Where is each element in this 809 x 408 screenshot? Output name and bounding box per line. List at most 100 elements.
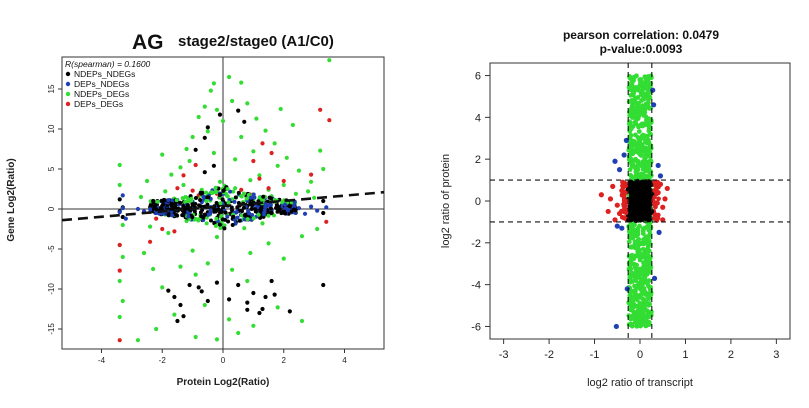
left-data-point <box>327 118 332 123</box>
right-cluster-point <box>627 87 633 92</box>
left-data-point <box>242 226 247 231</box>
left-data-point <box>151 266 156 272</box>
left-cluster-point <box>208 218 213 223</box>
right-data-point <box>628 307 634 313</box>
left-cluster-point <box>171 203 176 208</box>
left-data-point <box>266 241 271 246</box>
left-cluster-point <box>246 192 251 197</box>
right-cluster-point <box>653 204 658 210</box>
right-data-point <box>644 192 650 198</box>
right-data-point <box>614 202 620 208</box>
left-cluster-point <box>252 195 257 200</box>
left-data-point <box>154 216 159 221</box>
left-data-point <box>144 178 150 184</box>
left-cluster-point <box>154 207 159 212</box>
left-data-point <box>117 242 122 248</box>
right-y-tick-label: 4 <box>475 112 481 124</box>
left-cluster-point <box>185 203 190 208</box>
right-data-point <box>637 250 643 256</box>
right-data-point <box>653 213 659 219</box>
left-cluster-point <box>210 190 215 195</box>
right-x-tick-label: -1 <box>590 349 600 361</box>
left-cluster-point <box>226 219 231 224</box>
left-cluster-point <box>202 212 207 217</box>
right-data-point <box>655 190 661 196</box>
left-y-tick-label: -15 <box>47 323 56 335</box>
right-cluster-point <box>630 272 636 278</box>
right-cluster-point <box>623 183 628 189</box>
right-x-tick-label: 2 <box>728 349 734 361</box>
right-data-point <box>644 279 650 286</box>
right-cluster-point <box>634 73 639 79</box>
right-cluster-point <box>636 100 641 106</box>
left-data-point <box>211 163 216 168</box>
left-data-point <box>120 254 125 260</box>
right-cluster-point <box>636 129 642 134</box>
left-data-point <box>233 186 238 191</box>
left-data-point <box>211 81 216 86</box>
left-data-point <box>135 206 141 212</box>
left-cluster-point <box>186 214 191 219</box>
right-data-point <box>635 319 641 325</box>
right-data-point <box>635 231 641 238</box>
right-cluster-point <box>621 193 627 199</box>
left-cluster-point <box>251 192 256 197</box>
left-x-tick-label: -4 <box>98 356 106 365</box>
right-chart-subtitle: p-value:0.0093 <box>600 42 683 56</box>
left-data-point <box>169 172 174 177</box>
right-cluster-point <box>623 203 628 208</box>
left-data-point <box>239 187 244 192</box>
left-data-point <box>160 152 165 157</box>
left-cluster-point <box>220 197 225 202</box>
right-cluster-point <box>627 167 633 173</box>
left-data-point <box>236 282 241 288</box>
left-y-tick-label: 15 <box>47 84 56 93</box>
left-data-point <box>120 206 125 211</box>
left-cluster-point <box>153 204 158 209</box>
left-data-point <box>315 226 320 232</box>
right-cluster-point <box>620 183 625 189</box>
left-data-point <box>178 302 183 308</box>
left-data-point <box>257 173 262 178</box>
left-cluster-point <box>193 195 198 200</box>
right-data-point <box>628 217 634 223</box>
left-cluster-point <box>213 185 218 190</box>
left-spearman-annotation: R(spearman) = 0.1600 <box>65 59 151 69</box>
left-cluster-point <box>234 209 239 214</box>
right-data-point <box>662 196 668 202</box>
left-legend-marker <box>65 71 71 77</box>
left-data-point <box>321 210 326 216</box>
left-cluster-point <box>283 202 288 207</box>
left-cluster-point <box>170 198 175 203</box>
right-y-tick-label: -4 <box>471 280 481 292</box>
right-cluster-point <box>626 253 632 259</box>
right-data-point <box>646 123 652 129</box>
left-scatter-chart: AG stage2/stage0 (A1/C0) -4 -2 0 2 4 -15 -10 -5… <box>6 31 385 388</box>
left-data-point <box>299 318 305 324</box>
left-cluster-point <box>201 194 206 199</box>
left-data-point <box>315 208 320 213</box>
right-data-point <box>645 146 651 152</box>
right-cluster-point <box>642 155 648 160</box>
right-data-point <box>646 238 652 244</box>
right-data-point <box>646 75 652 81</box>
left-data-point <box>245 300 250 305</box>
left-cluster-point <box>244 196 249 201</box>
left-data-point <box>147 224 153 229</box>
right-cluster-point <box>640 246 646 252</box>
left-data-point <box>226 297 232 302</box>
left-data-point <box>272 141 277 146</box>
right-data-point <box>642 160 649 166</box>
right-cluster-point <box>641 237 646 243</box>
left-data-point <box>202 104 207 109</box>
left-cluster-point <box>231 214 236 219</box>
left-data-point <box>236 330 241 336</box>
left-cluster-point <box>228 189 233 194</box>
left-data-point <box>312 195 317 200</box>
left-cluster-point <box>190 215 195 220</box>
right-data-point <box>619 225 625 231</box>
left-data-point <box>278 106 283 112</box>
left-legend-marker <box>65 81 71 87</box>
left-cluster-point <box>181 203 186 208</box>
right-cluster-point <box>628 82 634 87</box>
